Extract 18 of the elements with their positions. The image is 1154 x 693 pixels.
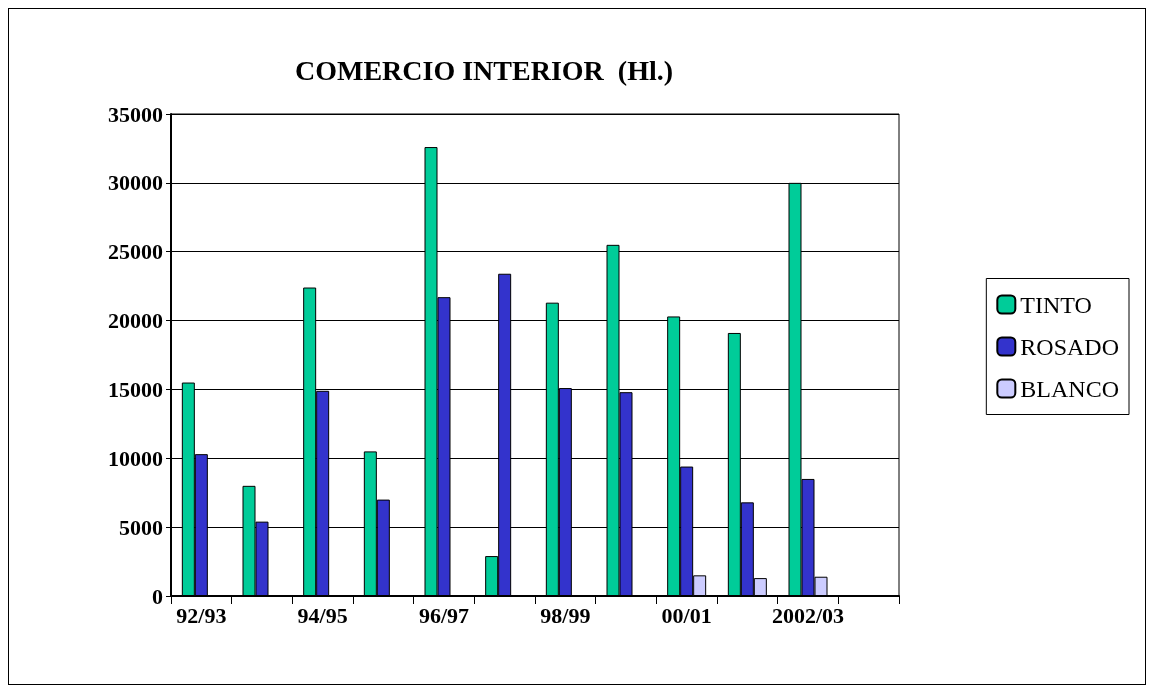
x-tick-label: 00/01 (661, 602, 712, 628)
y-tick-label: 30000 (108, 170, 163, 196)
y-tick-label: 25000 (108, 239, 163, 265)
y-tick-label: 35000 (108, 101, 163, 127)
x-tick-label: 96/97 (418, 602, 470, 628)
legend-label: TINTO (1020, 291, 1092, 318)
y-tick-label: 15000 (108, 376, 163, 402)
y-tick-label: 5000 (119, 514, 163, 540)
y-tick-label: 10000 (108, 445, 163, 471)
chart-title: COMERCIO INTERIOR (Hl.) (294, 54, 674, 86)
x-tick-label: 98/99 (540, 602, 591, 628)
y-tick-label: 20000 (108, 308, 163, 334)
x-tick-label: 92/93 (176, 602, 227, 628)
y-tick-label: 0 (152, 583, 163, 609)
x-tick-label: 94/95 (297, 602, 348, 628)
legend-label: ROSADO (1020, 333, 1119, 360)
x-tick-label: 2002/03 (771, 602, 845, 628)
legend-label: BLANCO (1020, 375, 1119, 402)
